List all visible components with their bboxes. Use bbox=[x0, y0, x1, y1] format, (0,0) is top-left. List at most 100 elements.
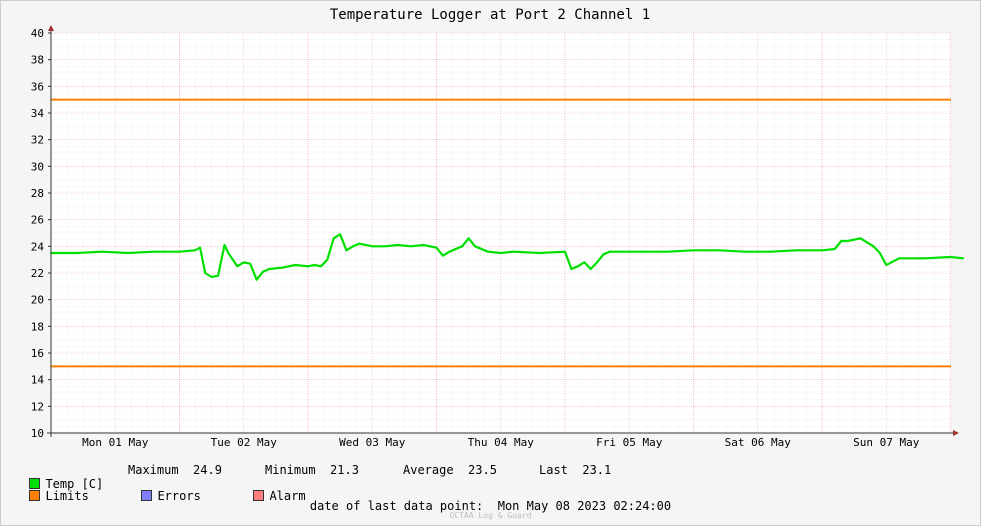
data-point bbox=[564, 250, 566, 253]
data-point bbox=[602, 253, 605, 256]
watermark: OCTAA Log & Guard bbox=[449, 511, 532, 520]
data-point bbox=[358, 242, 361, 245]
x-tick-label: Sun 07 May bbox=[853, 436, 920, 449]
legend-maximum: Maximum 24.9 bbox=[128, 463, 222, 477]
data-point bbox=[307, 265, 309, 268]
x-tick-label: Sat 06 May bbox=[725, 436, 792, 449]
data-point bbox=[769, 250, 772, 253]
data-point bbox=[467, 237, 470, 240]
data-point bbox=[898, 257, 900, 260]
y-tick-label: 10 bbox=[31, 427, 44, 440]
y-tick-label: 18 bbox=[31, 320, 44, 333]
y-tick-label: 38 bbox=[31, 54, 44, 67]
x-tick-labels: Mon 01 May Tue 02 May Wed 03 May Thu 04 May… bbox=[82, 436, 920, 449]
data-point bbox=[217, 274, 220, 277]
y-tick-labels: 10 12 14 16 18 20 22 24 26 28 30 32 34 36 38 40 bbox=[31, 27, 51, 440]
data-point bbox=[962, 257, 965, 260]
data-point bbox=[615, 250, 618, 253]
minimum-label: Minimum bbox=[265, 463, 316, 477]
last-point-label: date of last data point: bbox=[309, 499, 484, 513]
legend-average: Average 23.5 bbox=[403, 463, 497, 477]
maximum-label: Maximum bbox=[128, 463, 179, 477]
data-point bbox=[384, 245, 386, 248]
data-point bbox=[744, 250, 746, 253]
data-point bbox=[589, 268, 592, 270]
y-axis-arrow bbox=[48, 25, 54, 31]
data-point bbox=[846, 240, 849, 242]
data-point bbox=[885, 264, 888, 266]
last-label: Last bbox=[539, 463, 568, 477]
data-point bbox=[512, 250, 515, 253]
data-point bbox=[583, 261, 586, 264]
legend-alarm: Alarm bbox=[239, 475, 306, 503]
data-point bbox=[152, 250, 155, 253]
errors-label: Errors bbox=[157, 489, 201, 503]
legend-row-1: Temp [C] bbox=[15, 463, 103, 491]
data-point bbox=[194, 249, 196, 252]
data-point bbox=[255, 278, 258, 281]
data-point bbox=[666, 250, 669, 253]
data-point bbox=[210, 276, 213, 278]
data-point bbox=[178, 250, 181, 253]
legend-temp-label: Temp [C] bbox=[45, 477, 104, 491]
data-point bbox=[236, 265, 239, 268]
data-point bbox=[422, 244, 425, 246]
last-point-value: Mon May 08 2023 02:24:00 bbox=[497, 499, 672, 513]
temp-swatch bbox=[29, 478, 41, 489]
y-tick-label: 28 bbox=[31, 187, 44, 200]
data-point bbox=[487, 250, 489, 253]
alarm-swatch bbox=[253, 490, 265, 501]
data-point bbox=[448, 250, 451, 253]
errors-swatch bbox=[141, 490, 153, 501]
data-point bbox=[795, 249, 798, 252]
data-point bbox=[833, 248, 836, 250]
data-point bbox=[249, 262, 252, 265]
axes bbox=[47, 25, 959, 437]
data-point bbox=[127, 252, 129, 254]
data-point bbox=[326, 258, 329, 261]
data-point bbox=[332, 237, 335, 240]
x-tick-label: Mon 01 May bbox=[82, 436, 149, 449]
limits-swatch bbox=[29, 490, 41, 501]
y-tick-label: 20 bbox=[31, 294, 44, 307]
data-point bbox=[294, 264, 296, 266]
data-point bbox=[538, 252, 541, 254]
last-data-point: date of last data point: Mon May 08 2023… bbox=[0, 499, 981, 513]
y-tick-label: 24 bbox=[31, 240, 45, 253]
data-point bbox=[268, 268, 271, 270]
data-point bbox=[320, 265, 322, 268]
y-tick-label: 30 bbox=[31, 160, 44, 173]
maximum-value: 24.9 bbox=[193, 463, 222, 477]
y-tick-label: 12 bbox=[31, 400, 44, 413]
data-point bbox=[371, 245, 374, 248]
data-point bbox=[339, 233, 341, 236]
data-point bbox=[352, 245, 354, 248]
data-point bbox=[397, 244, 399, 246]
data-point bbox=[692, 249, 695, 252]
x-tick-label: Fri 05 May bbox=[596, 436, 663, 449]
data-point bbox=[718, 249, 721, 252]
data-point bbox=[101, 250, 104, 253]
legend-limits: Limits bbox=[15, 475, 89, 503]
data-point bbox=[576, 265, 579, 268]
data-point bbox=[878, 252, 881, 254]
data-point bbox=[227, 252, 230, 254]
data-point bbox=[442, 254, 444, 257]
alarm-label: Alarm bbox=[269, 489, 306, 503]
limit-lines bbox=[51, 98, 951, 368]
y-tick-label: 16 bbox=[31, 347, 44, 360]
legend-last: Last 23.1 bbox=[539, 463, 611, 477]
data-point bbox=[204, 272, 207, 274]
grid bbox=[50, 32, 951, 434]
data-point bbox=[641, 250, 643, 253]
y-tick-label: 40 bbox=[31, 27, 44, 40]
data-point bbox=[923, 257, 926, 260]
y-tick-label: 22 bbox=[31, 267, 44, 280]
data-point bbox=[313, 264, 316, 266]
data-point bbox=[435, 246, 438, 249]
data-point bbox=[609, 250, 611, 253]
data-point bbox=[570, 268, 573, 270]
data-point bbox=[281, 266, 284, 269]
average-label: Average bbox=[403, 463, 454, 477]
